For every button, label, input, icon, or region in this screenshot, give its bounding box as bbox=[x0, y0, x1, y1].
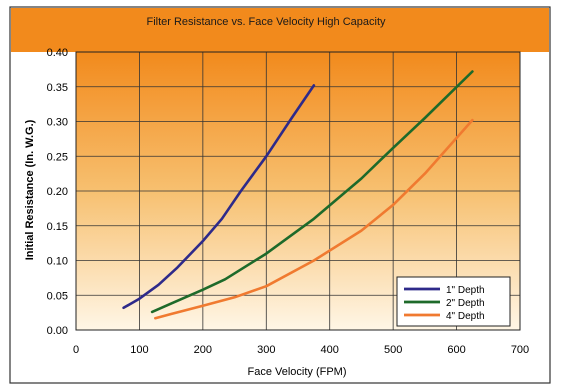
x-tick-label: 500 bbox=[384, 344, 402, 356]
y-tick-label: 0.20 bbox=[47, 186, 68, 198]
y-tick-label: 0.05 bbox=[47, 290, 68, 302]
chart-title: Filter Resistance vs. Face Velocity High… bbox=[146, 16, 386, 28]
x-tick-label: 100 bbox=[130, 344, 148, 356]
x-tick-label: 700 bbox=[511, 344, 529, 356]
legend-label-1: 1" Depth bbox=[446, 285, 485, 296]
y-tick-labels: 0.00 0.05 0.10 0.15 0.20 0.25 0.30 0.35 0.40 bbox=[47, 47, 68, 337]
x-tick-labels: 0 100 200 300 400 500 600 700 bbox=[73, 344, 529, 356]
x-tick-label: 0 bbox=[73, 344, 79, 356]
x-axis-label: Face Velocity (FPM) bbox=[247, 366, 346, 378]
series-line-3 bbox=[154, 118, 474, 320]
legend-label-2: 2" Depth bbox=[446, 298, 485, 309]
y-tick-label: 0.25 bbox=[47, 151, 68, 163]
grid-lines bbox=[76, 52, 520, 330]
y-tick-label: 0.15 bbox=[47, 221, 68, 233]
series-line-1 bbox=[122, 84, 316, 310]
x-tick-label: 300 bbox=[257, 344, 275, 356]
series-lines bbox=[122, 70, 474, 320]
y-tick-label: 0.40 bbox=[47, 47, 68, 59]
x-tick-label: 400 bbox=[321, 344, 339, 356]
y-tick-label: 0.35 bbox=[47, 82, 68, 94]
title-band bbox=[11, 8, 549, 52]
series-line-2 bbox=[150, 70, 474, 314]
y-tick-label: 0.10 bbox=[47, 256, 68, 268]
y-tick-label: 0.30 bbox=[47, 117, 68, 129]
y-tick-label: 0.00 bbox=[47, 325, 68, 337]
plot-border bbox=[75, 51, 521, 331]
x-tick-label: 200 bbox=[194, 344, 212, 356]
x-tick-label: 600 bbox=[447, 344, 465, 356]
legend-label-3: 4" Depth bbox=[446, 311, 485, 322]
legend: 1" Depth 2" Depth 4" Depth bbox=[396, 276, 511, 327]
y-axis-label: Initial Resistance (In. W.G.) bbox=[24, 119, 36, 260]
